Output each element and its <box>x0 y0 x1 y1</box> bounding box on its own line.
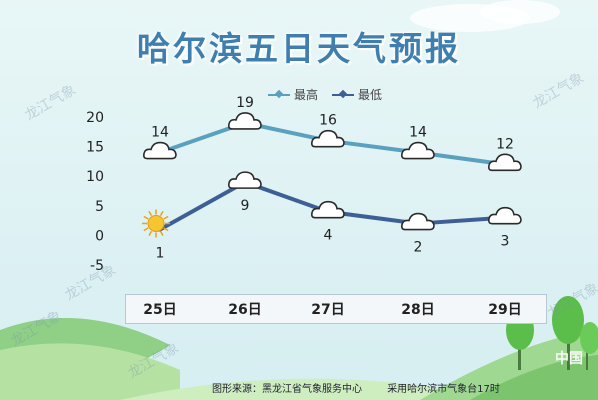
footer-note: 采用哈尔滨市气象台17时 <box>387 384 500 395</box>
logo-mark: 中国 <box>555 351 583 367</box>
chart-legend: 最高 最低 <box>268 86 382 103</box>
y-tick-label: 10 <box>86 169 104 185</box>
y-tick-label: 5 <box>95 199 104 215</box>
footer-source: 图形来源：黑龙江省气象服务中心 <box>212 384 362 395</box>
cloud-icon <box>311 200 345 219</box>
legend-label-high: 最高 <box>294 88 319 102</box>
cloud-icon <box>401 212 435 231</box>
cloud-icon <box>488 153 522 172</box>
cloud-icon <box>488 206 522 225</box>
cloud-icon <box>228 112 262 130</box>
legend-item-high: 最高 <box>268 86 318 103</box>
data-label: 19 <box>236 95 254 111</box>
sun-icon <box>142 209 170 238</box>
data-label: 4 <box>324 228 333 244</box>
cloud-icon <box>401 141 435 160</box>
x-tick-label: 25日 <box>143 302 176 318</box>
cloud-icon <box>143 141 177 160</box>
data-label: 3 <box>501 234 510 250</box>
y-tick-label: 20 <box>86 110 104 126</box>
data-label: 9 <box>241 198 250 214</box>
data-label: 12 <box>496 136 514 152</box>
cloud-icon <box>311 129 345 148</box>
legend-swatch-high <box>268 93 290 96</box>
x-tick-label: 26日 <box>228 302 261 318</box>
y-tick-label: 0 <box>95 228 104 244</box>
data-label: 2 <box>414 240 423 256</box>
data-label: 16 <box>319 113 337 129</box>
y-tick-label: 15 <box>86 140 104 156</box>
data-label: 14 <box>151 125 169 141</box>
data-label: 14 <box>409 125 427 141</box>
legend-swatch-low <box>332 93 355 96</box>
chart-title: 哈尔滨五日天气预报 <box>137 29 461 68</box>
cloud-icon <box>228 171 262 189</box>
data-label: 1 <box>156 245 165 261</box>
legend-label-low: 最低 <box>358 88 383 102</box>
x-tick-label: 29日 <box>488 302 521 318</box>
x-tick-label: 27日 <box>311 302 344 318</box>
legend-item-low: 最低 <box>332 86 382 103</box>
footer: 图形来源：黑龙江省气象服务中心 采用哈尔滨市气象台17时 <box>212 380 500 395</box>
x-tick-label: 28日 <box>401 302 434 318</box>
x-axis-bar <box>125 294 547 324</box>
y-tick-label: -5 <box>90 258 104 274</box>
